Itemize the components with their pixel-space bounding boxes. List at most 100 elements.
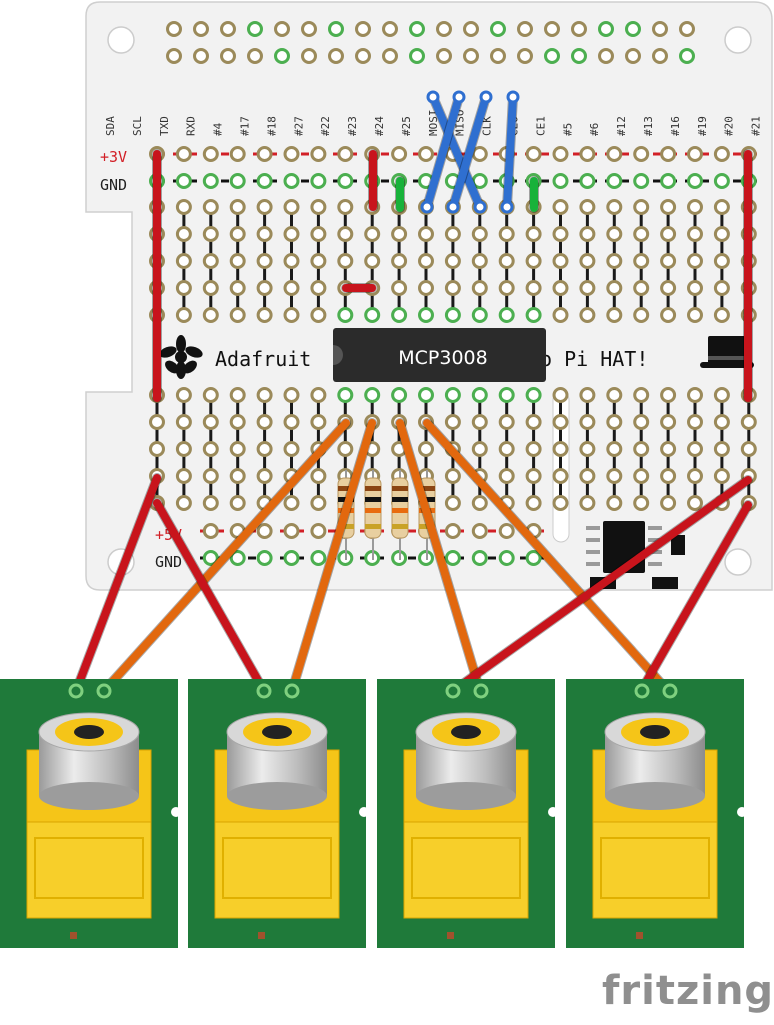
hole [229, 199, 246, 215]
hole [418, 307, 434, 323]
hole [202, 226, 219, 242]
wire-ground [637, 501, 752, 695]
hole [444, 253, 461, 269]
silkscreen-right-text: o Pi HAT! [540, 347, 648, 371]
hole [579, 280, 596, 296]
bottom-power-rail-hole [310, 523, 327, 539]
hole [391, 307, 408, 323]
hole [687, 414, 703, 430]
hole [525, 495, 542, 511]
connector-pad [473, 683, 489, 699]
hole [606, 307, 623, 323]
hole [660, 468, 677, 484]
header-hole [382, 21, 398, 37]
connector-notch [359, 807, 369, 817]
header-hole [544, 48, 560, 64]
pin-label: CE1 [534, 116, 547, 136]
header-hole [598, 48, 614, 64]
hole [202, 199, 219, 215]
hole [202, 495, 219, 511]
hole [229, 280, 246, 296]
hole [660, 387, 677, 403]
bottom-ground-rail-hole [525, 550, 542, 566]
header-hole [463, 48, 479, 64]
hole [175, 226, 192, 242]
hole [283, 199, 300, 215]
hole [175, 280, 192, 296]
resistor-band [419, 486, 435, 491]
hole [606, 253, 623, 269]
hole [687, 387, 703, 403]
resistor-band [392, 508, 408, 513]
power-rail-hole [525, 146, 542, 162]
hole [713, 199, 730, 215]
connector-body-detail [600, 837, 710, 899]
hole [579, 414, 596, 430]
hole [175, 441, 192, 457]
pin-label: SDA [104, 116, 117, 136]
hole [471, 307, 488, 323]
silkscreen-left-text: Adafruit [215, 347, 311, 371]
header-hole [355, 48, 371, 64]
rca-connector [0, 679, 181, 948]
mcp3008-chip: MCP3008 [333, 328, 546, 382]
hole [713, 307, 730, 323]
hole [525, 387, 542, 403]
bottom-power-rail-hole [444, 523, 461, 539]
wire-signal [100, 419, 350, 695]
hole [229, 307, 246, 323]
hole [552, 414, 569, 430]
hole [713, 387, 730, 403]
connector-body-lower [592, 821, 718, 919]
pin-label: CLK [481, 116, 494, 136]
hole [444, 414, 461, 430]
hole [418, 387, 434, 403]
pin-labels: SDA SCL TXD RXD #4 #17 #18 #27 #22 #23 #24 #25 MOSI M… [104, 110, 763, 137]
hole [660, 414, 677, 430]
ground-rail-hole [337, 173, 354, 189]
hole [606, 495, 623, 511]
mounting-hole-bottom-right [724, 548, 752, 576]
hole [552, 468, 569, 484]
hole [337, 226, 354, 242]
header-hole [436, 48, 452, 64]
ground-rail-hole [687, 173, 703, 189]
resistor-band [392, 524, 408, 529]
power-rail-hole [391, 146, 408, 162]
hole [660, 441, 677, 457]
hole [471, 387, 488, 403]
ground-rail-hole [552, 173, 569, 189]
connector-notch [548, 807, 558, 817]
ground-rail-hole [310, 173, 327, 189]
ground-rail-hole [633, 173, 650, 189]
connector-sleeve-base [39, 782, 139, 810]
header-hole [166, 21, 182, 37]
hole [687, 495, 703, 511]
hole [660, 199, 677, 215]
header-hole [382, 48, 398, 64]
hole [579, 226, 596, 242]
hole [525, 414, 542, 430]
power-rail-hole [552, 146, 569, 162]
hole [202, 307, 219, 323]
hole [660, 253, 677, 269]
power-rail-hole [471, 146, 488, 162]
hole [498, 307, 515, 323]
hole [256, 468, 273, 484]
header-hole [544, 21, 560, 37]
hole [552, 441, 569, 457]
hole [391, 280, 408, 296]
hole [229, 226, 246, 242]
rail-bottom-ground-label: GND [155, 553, 182, 571]
hole [256, 387, 273, 403]
hole [579, 387, 596, 403]
connector-sleeve-base [605, 782, 705, 810]
hole [229, 387, 246, 403]
ground-rail-hole [606, 173, 623, 189]
header-hole [274, 48, 290, 64]
hole [310, 280, 327, 296]
hole [687, 199, 703, 215]
ground-rail-hole [283, 173, 300, 189]
hole [525, 253, 542, 269]
